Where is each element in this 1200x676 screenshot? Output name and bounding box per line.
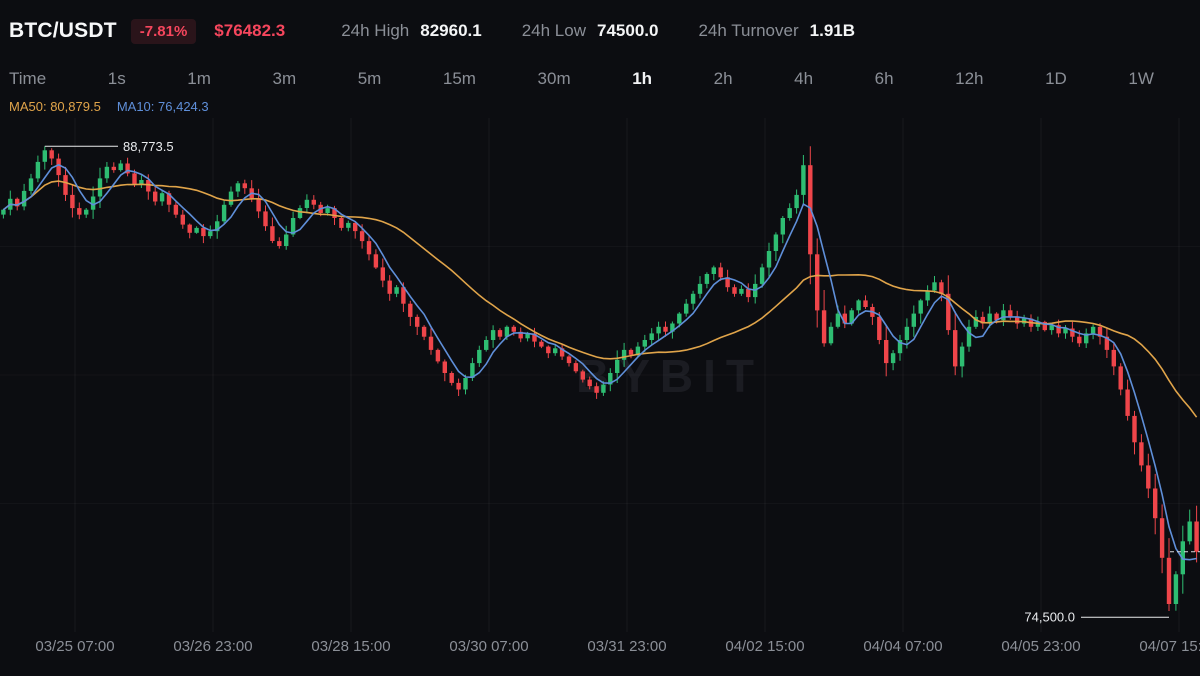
low-price-annotation: 74,500.0 bbox=[1024, 610, 1169, 625]
header: BTC/USDT -7.81% $76482.3 24h High 82960.… bbox=[0, 0, 1200, 62]
ma50-indicator: MA50: 80,879.5 bbox=[9, 99, 101, 114]
timeframe-1m[interactable]: 1m bbox=[187, 69, 211, 88]
timeframe-30m[interactable]: 30m bbox=[537, 69, 571, 88]
timeframe-5m[interactable]: 5m bbox=[357, 69, 382, 88]
stat-label-24h-low: 24h Low bbox=[521, 21, 586, 40]
indicator-row: MA50: 80,879.5 MA10: 76,424.3 bbox=[0, 96, 1200, 116]
x-axis-label: 03/25 07:00 bbox=[35, 638, 115, 655]
ma50-line bbox=[2, 180, 1198, 418]
chart-area[interactable]: BYBIT 88,773.5 74,500.0 bbox=[0, 118, 1200, 632]
ma10-line bbox=[2, 163, 1197, 561]
ma10-label: MA10: bbox=[116, 98, 155, 114]
svg-text:88,773.5: 88,773.5 bbox=[123, 139, 174, 154]
timeframe-3m[interactable]: 3m bbox=[272, 69, 297, 88]
high-price-annotation: 88,773.5 bbox=[44, 139, 174, 154]
symbol-title: BTC/USDT bbox=[9, 19, 117, 42]
timeframe-bar: Time 1s 1m 3m 5m 15m 30m 1h 2h 4h 6h 12h 1D 1W bbox=[0, 62, 1200, 96]
x-axis-label: 04/02 15:00 bbox=[725, 638, 805, 655]
x-axis-label: 04/05 23:00 bbox=[1001, 638, 1081, 655]
ma10-value: 76,424.3 bbox=[158, 98, 209, 114]
ma50-value: 80,879.5 bbox=[50, 98, 101, 114]
svg-text:74,500.0: 74,500.0 bbox=[1024, 610, 1075, 625]
x-axis-label: 04/07 15:00 bbox=[1139, 638, 1200, 655]
timeframe-time[interactable]: Time bbox=[9, 69, 47, 88]
timeframe-1d[interactable]: 1D bbox=[1045, 69, 1067, 88]
grid bbox=[74, 118, 1180, 632]
stat-value-24h-turnover: 1.91B bbox=[809, 21, 856, 40]
timeframe-6h[interactable]: 6h bbox=[874, 69, 894, 88]
timeframe-1s[interactable]: 1s bbox=[107, 69, 126, 88]
x-axis-label: 03/28 15:00 bbox=[311, 638, 391, 655]
x-axis-label: 04/04 07:00 bbox=[863, 638, 943, 655]
change-badge: -7.81% bbox=[130, 18, 197, 44]
ma50-label: MA50: bbox=[9, 98, 47, 114]
x-axis-label: 03/30 07:00 bbox=[449, 638, 529, 655]
x-axis-label: 03/26 23:00 bbox=[173, 638, 253, 655]
timeframe-1h[interactable]: 1h bbox=[632, 69, 653, 88]
timeframe-4h[interactable]: 4h bbox=[794, 69, 814, 88]
ma10-indicator: MA10: 76,424.3 bbox=[117, 99, 209, 114]
last-price: $76482.3 bbox=[214, 21, 286, 40]
stat-value-24h-high: 82960.1 bbox=[420, 21, 482, 40]
stat-value-24h-low: 74500.0 bbox=[597, 21, 659, 40]
x-axis: 03/25 07:00 03/26 23:00 03/28 15:00 03/30 0… bbox=[0, 636, 1200, 666]
candles bbox=[1, 146, 1199, 611]
timeframe-2h[interactable]: 2h bbox=[713, 69, 733, 88]
timeframe-15m[interactable]: 15m bbox=[442, 69, 476, 88]
timeframe-1w[interactable]: 1W bbox=[1128, 69, 1154, 88]
timeframe-12h[interactable]: 12h bbox=[955, 69, 984, 88]
stat-label-24h-high: 24h High bbox=[341, 21, 410, 40]
x-axis-label: 03/31 23:00 bbox=[587, 638, 667, 655]
stat-label-24h-turnover: 24h Turnover bbox=[698, 21, 799, 40]
